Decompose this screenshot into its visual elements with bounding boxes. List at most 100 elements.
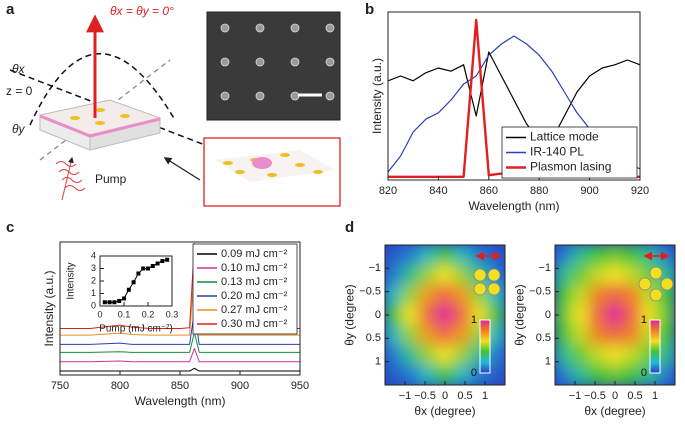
legend-label: IR-140 PL	[530, 145, 584, 159]
heatmap-cell	[418, 245, 437, 266]
heatmap-cell	[588, 344, 607, 366]
heatmap-cell	[571, 324, 590, 346]
marker	[141, 266, 146, 271]
x-tick-label: 900	[580, 185, 598, 197]
schematic	[9, 11, 341, 207]
series-line	[60, 268, 300, 336]
y-tick-label: 0.5	[536, 332, 551, 344]
marker	[150, 264, 155, 268]
x-tick-label: 920	[631, 185, 649, 197]
x-tick-label: 800	[111, 380, 129, 392]
heatmap-cell	[487, 324, 505, 346]
heatmap-cell	[571, 284, 590, 306]
heatmap-cell	[385, 364, 403, 385]
heatmap-cell	[385, 284, 403, 306]
heatmap-cell	[588, 364, 607, 385]
x-axis-label: Pump (mJ cm⁻²)	[99, 324, 173, 335]
series-line	[60, 331, 300, 353]
panel-label: a	[6, 1, 15, 18]
y-tick-label: 3	[91, 263, 96, 273]
y-tick-label: 0	[375, 309, 381, 321]
heatmap-cell	[418, 284, 437, 306]
colorbar-tick-label: 0	[471, 367, 477, 379]
y-tick-label: 4	[91, 250, 96, 260]
heatmap-cell	[588, 245, 607, 266]
heatmap-cell	[435, 364, 455, 385]
legend-label: 0.30 mJ cm⁻²	[221, 318, 288, 330]
y-tick-label: 2	[91, 275, 96, 285]
y-tick-label: −0.5	[359, 286, 381, 298]
series-line	[387, 51, 641, 141]
heatmap-cell	[385, 264, 403, 286]
heatmap-cell	[453, 324, 472, 346]
x-tick-label: 1	[652, 390, 658, 402]
legend-label: Lattice mode	[530, 130, 599, 144]
heatmap-cell	[571, 264, 590, 286]
y-tick-label: −1	[368, 262, 381, 274]
x-tick-label: 0.1	[118, 309, 131, 319]
heatmap-cell	[555, 284, 573, 306]
marker	[146, 266, 150, 271]
colorbar	[479, 319, 491, 374]
series-line	[60, 310, 300, 345]
angle-label: θx	[12, 62, 26, 76]
x-tick-label: −1	[399, 390, 412, 402]
heatmap-cell	[657, 245, 675, 266]
legend-box	[501, 126, 638, 179]
y-axis-label: θy (degree)	[512, 284, 526, 345]
y-tick-label: 0	[91, 300, 96, 310]
heatmap-cell	[657, 304, 675, 326]
heatmap-cell	[588, 284, 607, 306]
heatmap-cell	[453, 344, 472, 366]
heatmap-cell	[385, 344, 403, 366]
heatmap-cell	[640, 245, 659, 266]
heatmap-cell	[571, 245, 590, 266]
heatmap-cell	[453, 304, 472, 326]
heatmap-cell	[401, 245, 420, 266]
y-axis-label: Intensity (a.u.)	[42, 270, 56, 346]
heatmap-cell	[401, 284, 420, 306]
heatmap-cell	[385, 304, 403, 326]
heatmap-cell	[435, 264, 455, 286]
heatmap-cell	[657, 324, 675, 346]
heatmap-cell	[418, 324, 437, 346]
heatmap-cell	[435, 284, 455, 306]
legend-label: 0.20 mJ cm⁻²	[221, 290, 288, 302]
heatmap-cell	[453, 264, 472, 286]
heatmap-cell	[555, 245, 573, 266]
heatmap-cell	[418, 344, 437, 366]
x-tick-label: −0.5	[414, 390, 436, 402]
heatmap-cell	[657, 364, 675, 385]
x-tick-label: 950	[291, 380, 309, 392]
heatmap-cell	[605, 304, 625, 326]
heatmap-cell	[605, 284, 625, 306]
y-tick-label: 1	[375, 356, 381, 368]
x-tick-label: 850	[171, 380, 189, 392]
heatmap-cell	[487, 304, 505, 326]
x-tick-label: 860	[480, 185, 498, 197]
legend-label: Plasmon lasing	[530, 160, 611, 174]
marker	[155, 261, 160, 266]
heatmap-cell	[401, 264, 420, 286]
heatmap-cell	[453, 245, 472, 266]
y-tick-label: 1	[91, 288, 96, 298]
inset-background	[100, 256, 172, 306]
panel-label: b	[365, 1, 374, 18]
heatmap-cell	[571, 304, 590, 326]
marker	[136, 271, 141, 276]
y-tick-label: 0	[545, 309, 551, 321]
legend-label: 0.13 mJ cm⁻²	[221, 276, 288, 288]
legend-label: 0.27 mJ cm⁻²	[221, 304, 288, 316]
y-axis-label: θy (degree)	[342, 284, 356, 345]
heatmap-cell	[487, 364, 505, 385]
heatmap-cell	[555, 344, 573, 366]
heatmap-cell	[453, 364, 472, 385]
x-tick-label: 0	[97, 309, 102, 319]
plot-frame	[387, 11, 641, 181]
polarization-icon	[473, 251, 674, 302]
colorbar-tick-label: 0	[641, 367, 647, 379]
heatmap-cell	[401, 304, 420, 326]
legend-label: 0.10 mJ cm⁻²	[221, 262, 288, 274]
heatmap-cell	[588, 304, 607, 326]
